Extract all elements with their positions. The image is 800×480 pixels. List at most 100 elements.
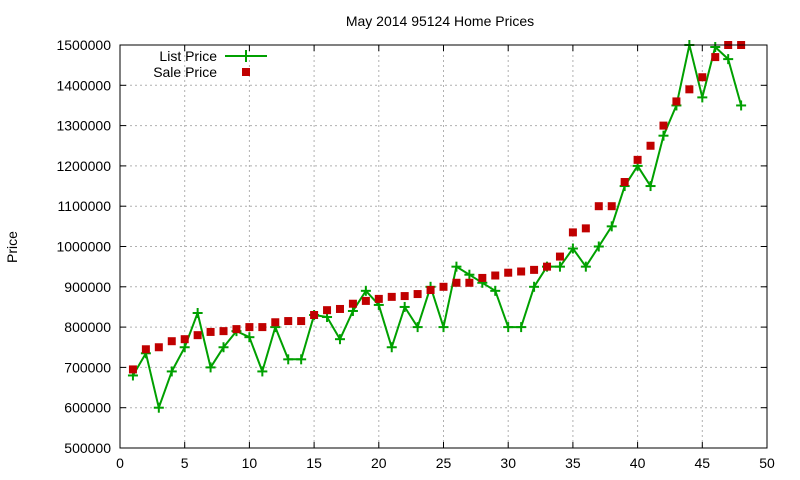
sale-price-point [413,290,422,299]
series-1 [128,41,746,374]
sale-price-point [361,296,370,305]
x-tick-label: 35 [565,455,581,471]
list-price-point [179,342,190,353]
sale-price-point [633,155,642,164]
list-price-point [451,261,462,272]
sale-price-point [245,323,254,332]
list-price-point [192,307,203,318]
series-layer [127,40,747,413]
list-price-point [166,366,177,377]
list-price-point [503,322,514,333]
list-price-point [567,243,578,254]
y-tick-label: 1200000 [56,158,111,174]
y-tick-label: 1000000 [56,239,111,255]
sale-price-point [620,178,629,187]
list-price-point [412,322,423,333]
sale-price-point [607,202,616,211]
y-tick-label: 700000 [64,359,111,375]
sale-price-point [581,224,590,233]
list-price-point [658,130,669,141]
sale-price-point [167,337,176,346]
sale-price-point [439,282,448,291]
y-tick-label: 1400000 [56,77,111,93]
sale-price-point [543,262,552,271]
list-price-point [360,285,371,296]
x-tick-label: 30 [500,455,516,471]
y-tick-label: 1100000 [58,198,112,214]
tick-labels: 0 5 10 15 20 25 30 35 40 45 50 500000 600000 700000 80… [56,37,775,471]
x-tick-label: 45 [695,455,711,471]
y-tick-label: 600000 [64,400,111,416]
list-price-point [399,301,410,312]
sale-price-point [219,327,228,336]
sale-price-point [555,252,564,261]
sale-price-point [141,345,150,354]
sale-price-point [232,325,241,334]
list-price-point [516,322,527,333]
sale-price-point [646,141,655,150]
y-tick-label: 500000 [64,440,111,456]
sale-price-point [154,343,163,352]
sale-price-point [478,273,487,282]
list-price-point [205,362,216,373]
y-tick-label: 800000 [64,319,111,335]
list-price-point [244,332,255,343]
sale-price-point [659,121,668,130]
list-price-point [296,354,307,365]
legend-label-sale-price: Sale Price [153,64,217,80]
list-price-line [132,44,743,409]
sale-price-point [517,267,526,276]
sale-price-point [193,331,202,340]
legend: List Price Sale Price [153,48,267,80]
x-tick-label: 15 [306,455,322,471]
sale-price-point [297,317,306,326]
list-price-point [386,342,397,353]
sale-price-point [128,365,137,374]
sale-price-point [452,278,461,287]
sale-price-point [400,292,409,301]
x-tick-label: 40 [630,455,646,471]
list-price-point [438,322,449,333]
list-price-point [723,54,734,65]
x-tick-label: 10 [242,455,258,471]
sale-price-point [310,311,319,320]
sale-price-point [180,335,189,344]
legend-marker-list-price [240,50,252,62]
list-price-point [257,366,268,377]
legend-label-list-price: List Price [159,48,217,64]
list-price-point [490,285,501,296]
x-tick-label: 25 [436,455,452,471]
sale-price-point [504,268,513,277]
sale-price-point [284,317,293,326]
sale-price-point [530,265,539,274]
list-price-point [334,334,345,345]
list-price-point [645,181,656,192]
y-axis-label: Price [4,231,20,263]
sale-price-point [374,294,383,303]
y-tick-label: 1500000 [56,37,111,53]
x-tick-label: 0 [116,455,124,471]
grid-lines [120,45,767,448]
legend-marker-sale-price [242,68,250,76]
x-tick-label: 20 [371,455,387,471]
sale-price-point [465,278,474,287]
sale-price-point [206,327,215,336]
sale-price-point [258,323,267,332]
plot-frame [119,44,768,449]
sale-price-point [698,73,707,82]
sale-price-point [348,299,357,308]
y-tick-label: 900000 [64,279,111,295]
axis-ticks [119,44,768,449]
list-price-point [283,354,294,365]
list-price-point [593,241,604,252]
list-price-point [606,221,617,232]
list-price-point [554,261,565,272]
series-0 [127,40,747,413]
sale-price-point [672,97,681,106]
sale-price-point [335,304,344,313]
list-price-point [529,281,540,292]
list-price-point [697,92,708,103]
y-tick-label: 1300000 [56,118,111,134]
sale-price-point [711,53,720,62]
